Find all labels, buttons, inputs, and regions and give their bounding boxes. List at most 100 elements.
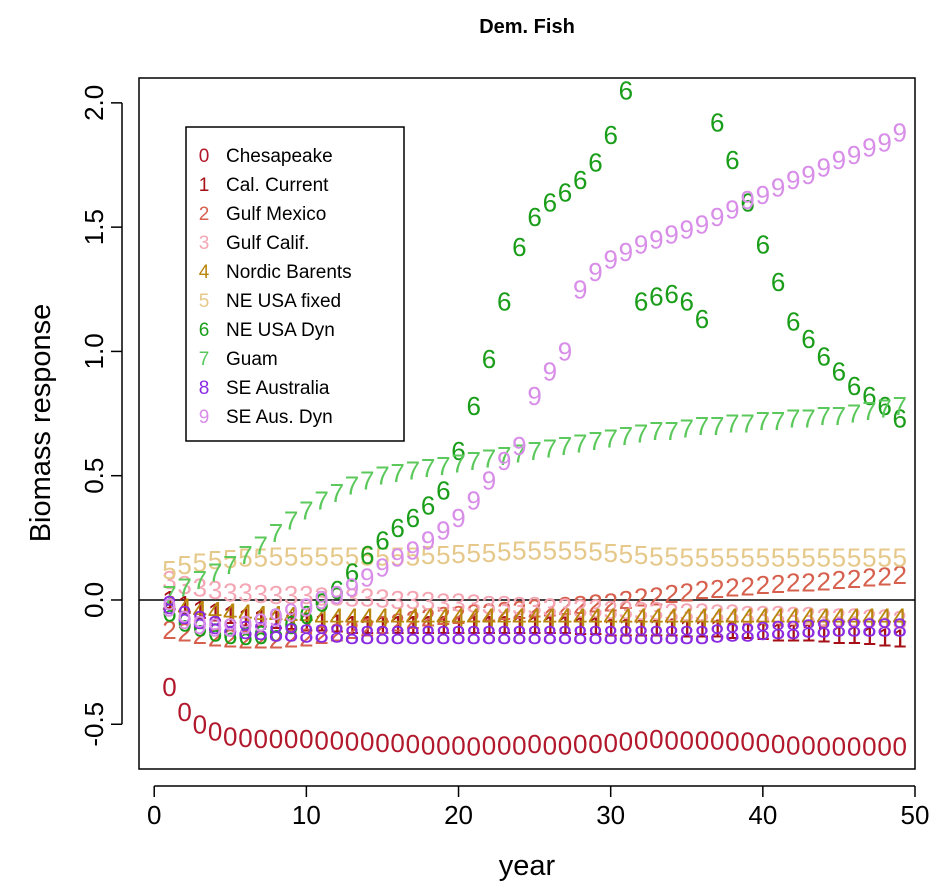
point-3: 3	[543, 592, 557, 622]
point-2: 2	[223, 624, 237, 654]
point-0: 0	[527, 729, 541, 759]
point-5: 5	[177, 550, 191, 580]
point-3: 3	[527, 591, 541, 621]
point-1: 1	[832, 620, 846, 650]
point-4: 4	[253, 600, 267, 630]
point-7: 7	[162, 580, 176, 610]
point-1: 1	[664, 612, 678, 642]
point-4: 4	[269, 600, 283, 630]
point-7: 7	[421, 453, 435, 483]
point-5: 5	[345, 541, 359, 571]
point-6: 6	[482, 344, 496, 374]
point-1: 1	[406, 610, 420, 640]
y-tick-label: 2.0	[79, 85, 109, 121]
point-8: 8	[527, 620, 541, 650]
point-0: 0	[482, 730, 496, 760]
point-0: 0	[345, 727, 359, 757]
point-8: 8	[375, 620, 389, 650]
point-7: 7	[877, 394, 891, 424]
point-0: 0	[467, 732, 481, 762]
point-6: 6	[816, 341, 830, 371]
point-8: 8	[421, 620, 435, 650]
point-7: 7	[680, 413, 694, 443]
point-4: 4	[664, 602, 678, 632]
point-5: 5	[801, 543, 815, 573]
point-3: 3	[223, 578, 237, 608]
point-2: 2	[421, 602, 435, 632]
point-9: 9	[816, 152, 830, 182]
point-0: 0	[740, 727, 754, 757]
point-0: 0	[801, 730, 815, 760]
point-4: 4	[467, 602, 481, 632]
point-4: 4	[573, 602, 587, 632]
point-5: 5	[512, 535, 526, 565]
point-7: 7	[436, 451, 450, 481]
point-6: 6	[710, 108, 724, 138]
legend-symbol-1: 1	[199, 175, 210, 196]
point-5: 5	[467, 538, 481, 568]
point-6: 6	[558, 177, 572, 207]
point-0: 0	[421, 730, 435, 760]
point-3: 3	[451, 587, 465, 617]
point-4: 4	[710, 602, 724, 632]
point-9: 9	[558, 336, 572, 366]
point-0: 0	[893, 732, 907, 762]
point-2: 2	[177, 617, 191, 647]
point-2: 2	[801, 568, 815, 598]
point-8: 8	[877, 612, 891, 642]
legend-label-1: Cal. Current	[226, 175, 329, 196]
point-9: 9	[314, 585, 328, 615]
point-1: 1	[847, 620, 861, 650]
point-8: 8	[619, 620, 633, 650]
point-1: 1	[756, 616, 770, 646]
point-7: 7	[253, 530, 267, 560]
point-6: 6	[314, 587, 328, 617]
point-7: 7	[862, 396, 876, 426]
point-7: 7	[664, 416, 678, 446]
point-5: 5	[360, 541, 374, 571]
point-0: 0	[603, 728, 617, 758]
point-4: 4	[893, 602, 907, 632]
legend-label-5: NE USA fixed	[226, 291, 341, 312]
legend-label-2: Gulf Mexico	[226, 204, 326, 225]
point-9: 9	[345, 573, 359, 603]
point-0: 0	[360, 727, 374, 757]
point-0: 0	[512, 730, 526, 760]
point-8: 8	[756, 616, 770, 646]
point-9: 9	[649, 225, 663, 255]
point-7: 7	[588, 426, 602, 456]
point-1: 1	[680, 614, 694, 644]
chart-marks: 00 0 0 0 0 0 0 0 0 0 0 0 0 0 0 0 0 0 0 0 0 0 0 0 0 0 0 0 0 0 0 0 0 0 0 0 0 0 0…	[162, 78, 907, 762]
point-8: 8	[314, 619, 328, 649]
point-5: 5	[375, 541, 389, 571]
point-3: 3	[345, 582, 359, 612]
point-8: 8	[664, 620, 678, 650]
point-4: 4	[816, 602, 830, 632]
point-8: 8	[573, 620, 587, 650]
point-5: 5	[603, 538, 617, 568]
point-1: 1	[162, 585, 176, 615]
point-2: 2	[710, 574, 724, 604]
point-0: 0	[497, 730, 511, 760]
point-4: 4	[695, 602, 709, 632]
point-2: 2	[390, 607, 404, 637]
legend-label-7: Guam	[226, 349, 278, 370]
point-5: 5	[527, 535, 541, 565]
point-8: 8	[451, 620, 465, 650]
point-7: 7	[208, 558, 222, 588]
point-4: 4	[406, 602, 420, 632]
point-4: 4	[284, 601, 298, 631]
point-8: 8	[345, 620, 359, 650]
point-1: 1	[467, 610, 481, 640]
x-tick-label: 0	[147, 800, 161, 830]
y-axis-label: Biomass response	[25, 304, 57, 543]
point-0: 0	[680, 725, 694, 755]
point-6: 6	[512, 232, 526, 262]
point-6: 6	[177, 607, 191, 637]
point-3: 3	[893, 605, 907, 635]
point-4: 4	[299, 601, 313, 631]
point-3: 3	[725, 599, 739, 629]
